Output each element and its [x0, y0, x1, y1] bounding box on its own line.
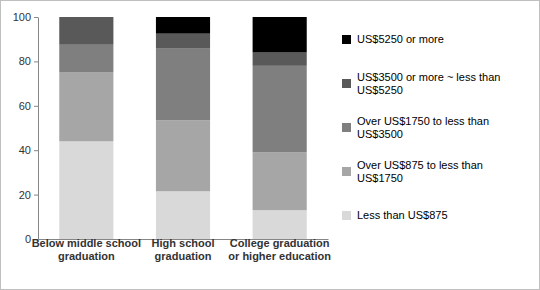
- text-line: Less than US$875: [357, 209, 448, 221]
- tick-mark: [34, 106, 38, 107]
- text-line: or higher education: [228, 250, 331, 262]
- text-line: High school: [152, 237, 215, 249]
- bar-segment: [156, 34, 210, 48]
- bars: [59, 17, 306, 239]
- bar-segment: [59, 73, 113, 142]
- bar-segment: [156, 191, 210, 239]
- y-axis: 0 20 40 60 80 100: [13, 11, 39, 245]
- tick-label: Below middle schoolgraduation: [32, 237, 141, 262]
- chart: 020406080100Below middle schoolgraduatio…: [0, 0, 540, 290]
- legend-item: Over US$875 to less thanUS$1750: [342, 158, 483, 183]
- bar-segment: [156, 17, 210, 34]
- text-line: Below middle school: [32, 237, 141, 249]
- text-line: US$1750: [357, 171, 403, 183]
- bar-segment: [59, 17, 113, 18]
- bar-segment: [253, 53, 307, 66]
- text-line: US$3500: [357, 127, 403, 139]
- tick: 80: [19, 55, 38, 67]
- legend-label: US$5250 or more: [357, 33, 444, 45]
- tick-label: 20: [19, 189, 31, 201]
- tick-label: 100: [13, 11, 31, 23]
- bar-segment: [59, 17, 113, 45]
- bar-segment: [253, 210, 307, 239]
- text-line: US$5250 or more: [357, 33, 444, 45]
- text-line: College graduation: [230, 237, 330, 249]
- tick: High schoolgraduation: [152, 237, 215, 262]
- bar-segment: [253, 152, 307, 210]
- text-line: Over US$1750 to less than: [357, 114, 489, 126]
- x-axis: Below middle schoolgraduationHigh school…: [32, 237, 332, 262]
- text-line: US$5250: [357, 83, 403, 95]
- axis-line: [38, 18, 39, 240]
- tick-label: 40: [19, 144, 31, 156]
- bar-segment: [156, 120, 210, 191]
- tick-mark: [34, 195, 38, 196]
- tick: 100: [13, 11, 38, 23]
- legend-swatch: [342, 35, 351, 44]
- legend-swatch: [342, 123, 351, 132]
- legend-swatch: [342, 79, 351, 88]
- legend-label: Over US$1750 to less thanUS$3500: [357, 114, 489, 139]
- bar-segment: [59, 141, 113, 239]
- legend-item: Less than US$875: [342, 209, 448, 221]
- tick-mark: [34, 150, 38, 151]
- tick-mark: [34, 17, 38, 18]
- text-line: graduation: [58, 250, 115, 262]
- bar-segment: [253, 66, 307, 153]
- tick: Below middle schoolgraduation: [32, 237, 141, 262]
- legend-label: US$3500 or more ~ less thanUS$5250: [357, 70, 500, 95]
- bar-segment: [59, 45, 113, 73]
- text-line: US$3500 or more ~ less than: [357, 70, 500, 82]
- legend-label: Over US$875 to less thanUS$1750: [357, 158, 483, 183]
- legend-swatch: [342, 211, 351, 220]
- tick-label: High schoolgraduation: [152, 237, 215, 262]
- chart-frame: [1, 1, 540, 290]
- tick-label: 0: [25, 233, 31, 245]
- tick-label: 60: [19, 100, 31, 112]
- bar-segment: [253, 17, 307, 53]
- text-line: Over US$875 to less than: [357, 158, 483, 170]
- text-line: graduation: [155, 250, 212, 262]
- tick: 20: [19, 189, 38, 201]
- tick: College graduationor higher education: [228, 237, 331, 262]
- tick: 60: [19, 100, 38, 112]
- bar-segment: [156, 48, 210, 120]
- legend: US$5250 or more US$3500 or more ~ less th…: [342, 33, 500, 221]
- legend-item: Over US$1750 to less thanUS$3500: [342, 114, 489, 139]
- tick-label: College graduationor higher education: [228, 237, 331, 262]
- tick-mark: [34, 61, 38, 62]
- legend-item: US$3500 or more ~ less thanUS$5250: [342, 70, 500, 95]
- legend-item: US$5250 or more: [342, 33, 444, 45]
- legend-swatch: [342, 167, 351, 176]
- legend-label: Less than US$875: [357, 209, 448, 221]
- tick: 40: [19, 144, 38, 156]
- tick-label: 80: [19, 55, 31, 67]
- plot: 020406080100Below middle schoolgraduatio…: [13, 11, 332, 262]
